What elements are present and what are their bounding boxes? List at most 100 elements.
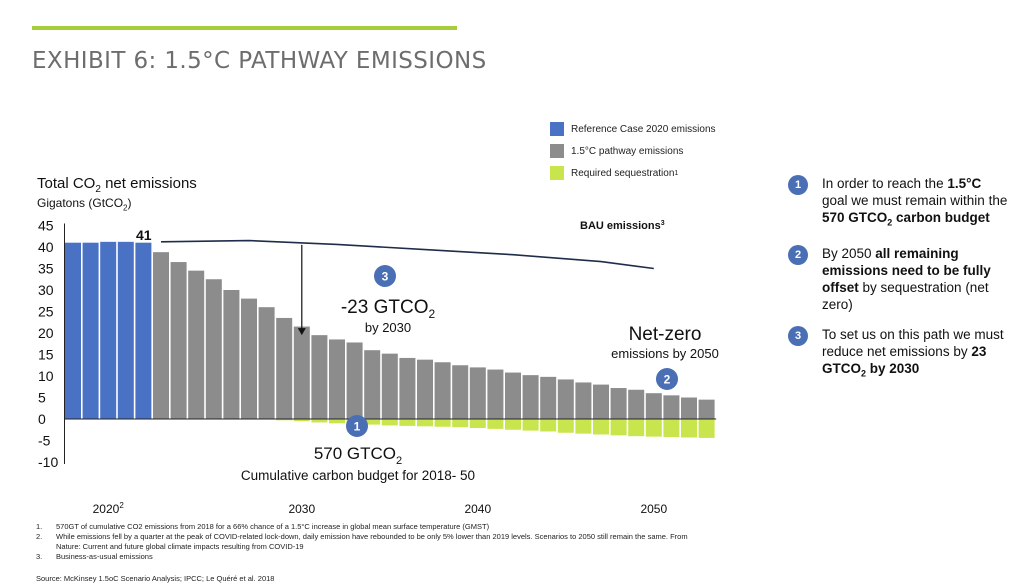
bar-pathway	[153, 252, 169, 419]
key-point-1: 1 In order to reach the 1.5°C goal we mus…	[788, 175, 1008, 232]
footnotes: 1. 570GT of cumulative CO2 emissions from…	[36, 522, 696, 562]
bau-line	[160, 239, 654, 270]
accent-line	[32, 26, 457, 30]
bar-sequestration	[381, 419, 398, 426]
chart-legend: Reference Case 2020 emissions 1.5°C path…	[550, 118, 716, 184]
x-tick-label: 2050	[640, 502, 667, 516]
bar-reference	[135, 242, 152, 419]
y-axis-unit: Gigatons (GtCO2)	[37, 196, 132, 213]
bar-pathway	[469, 367, 486, 419]
bar-pathway	[417, 359, 433, 419]
bar-pathway	[540, 376, 557, 419]
bar-pathway	[258, 307, 275, 419]
bar-sequestration	[399, 419, 416, 426]
badge-2-number: 2	[664, 373, 671, 387]
bar-sequestration	[417, 419, 433, 427]
y-tick-label: 0	[38, 411, 46, 427]
bar-pathway	[575, 382, 592, 419]
bar-reference	[117, 241, 134, 419]
x-tick-label: 2040	[464, 502, 491, 516]
bar-reference	[65, 242, 81, 419]
peak-label: 41	[136, 227, 152, 243]
y-tick-label: 20	[38, 325, 54, 341]
x-tick-label: 20202	[93, 501, 125, 516]
legend-swatch-pathway	[550, 144, 564, 158]
bar-pathway	[223, 290, 240, 419]
key-point-3: 3 To set us on this path we must reduce n…	[788, 325, 1008, 383]
bar-sequestration	[469, 419, 486, 429]
key-point-2: 2 By 2050 all remaining emissions need to…	[788, 244, 1008, 313]
bar-pathway	[698, 399, 715, 419]
badge-3	[374, 265, 396, 287]
bar-pathway	[188, 270, 205, 419]
bar-pathway	[522, 375, 539, 419]
footnote: 1. 570GT of cumulative CO2 emissions from…	[36, 522, 490, 531]
badge-2	[656, 368, 678, 390]
y-axis-title: Total CO2 net emissions	[37, 175, 197, 195]
bar-sequestration	[505, 419, 521, 430]
annotation-1-text: Cumulative carbon budget for 2018- 50	[241, 468, 475, 483]
annotation-1-value: 570 GTCO2	[314, 444, 402, 467]
annotation-2-text: emissions by 2050	[611, 346, 719, 361]
bar-pathway	[364, 350, 381, 419]
bar-sequestration	[311, 419, 328, 423]
key-points: 1 In order to reach the 1.5°C goal we mus…	[788, 175, 1008, 395]
y-tick-label: 10	[38, 368, 54, 384]
legend-item-reference: Reference Case 2020 emissions	[550, 118, 716, 140]
bar-sequestration	[487, 419, 504, 429]
bar-sequestration	[645, 419, 662, 437]
bar-reference	[100, 241, 117, 419]
bar-pathway	[557, 379, 574, 419]
footnote: 2. While emissions fell by a quarter at t…	[36, 532, 688, 551]
bar-sequestration	[329, 419, 345, 424]
bar-pathway	[293, 326, 310, 419]
bar-sequestration	[593, 419, 609, 435]
legend-swatch-reference	[550, 122, 564, 136]
bar-pathway	[663, 395, 680, 419]
page-title: EXHIBIT 6: 1.5°C PATHWAY EMISSIONS	[32, 48, 487, 74]
key-point-badge: 3	[788, 325, 808, 346]
badge-1-number: 1	[354, 420, 361, 434]
y-tick-label: -10	[38, 454, 58, 470]
bar-sequestration	[557, 419, 574, 433]
bar-pathway	[487, 369, 504, 419]
bar-sequestration	[681, 419, 697, 438]
bar-sequestration	[698, 419, 715, 438]
bar-pathway	[610, 388, 627, 419]
bar-sequestration	[434, 419, 451, 427]
legend-swatch-sequestration	[550, 166, 564, 180]
bar-sequestration	[540, 419, 557, 432]
y-tick-label: 30	[38, 282, 54, 298]
bar-pathway	[205, 279, 222, 419]
bar-pathway	[628, 389, 645, 419]
y-tick-label: 25	[38, 304, 54, 320]
y-tick-label: 45	[38, 218, 54, 234]
bar-pathway	[452, 365, 469, 419]
y-tick-label: 40	[38, 239, 54, 255]
y-tick-label: -5	[38, 433, 51, 449]
bar-pathway	[645, 393, 662, 419]
bar-sequestration	[628, 419, 645, 437]
key-point-badge: 1	[788, 175, 808, 195]
bar-sequestration	[575, 419, 592, 434]
bar-pathway	[681, 397, 697, 419]
bar-pathway	[170, 262, 187, 419]
bar-pathway	[329, 339, 345, 419]
annotation-3-text: by 2030	[365, 320, 411, 335]
reduction-arrow-head	[297, 328, 306, 336]
bar-sequestration	[452, 419, 469, 428]
bar-pathway	[399, 357, 416, 419]
bar-pathway	[593, 384, 609, 419]
bar-sequestration	[276, 419, 293, 421]
legend-item-pathway: 1.5°C pathway emissions	[550, 140, 716, 162]
bar-pathway	[346, 342, 363, 419]
y-tick-label: 35	[38, 261, 54, 277]
annotation-3-value: -23 GTCO2	[341, 297, 436, 321]
bar-sequestration	[610, 419, 627, 436]
bar-pathway	[276, 317, 293, 419]
bar-pathway	[381, 353, 398, 419]
badge-3-number: 3	[382, 270, 389, 284]
y-tick-label: 15	[38, 347, 54, 363]
bar-reference	[82, 242, 99, 419]
